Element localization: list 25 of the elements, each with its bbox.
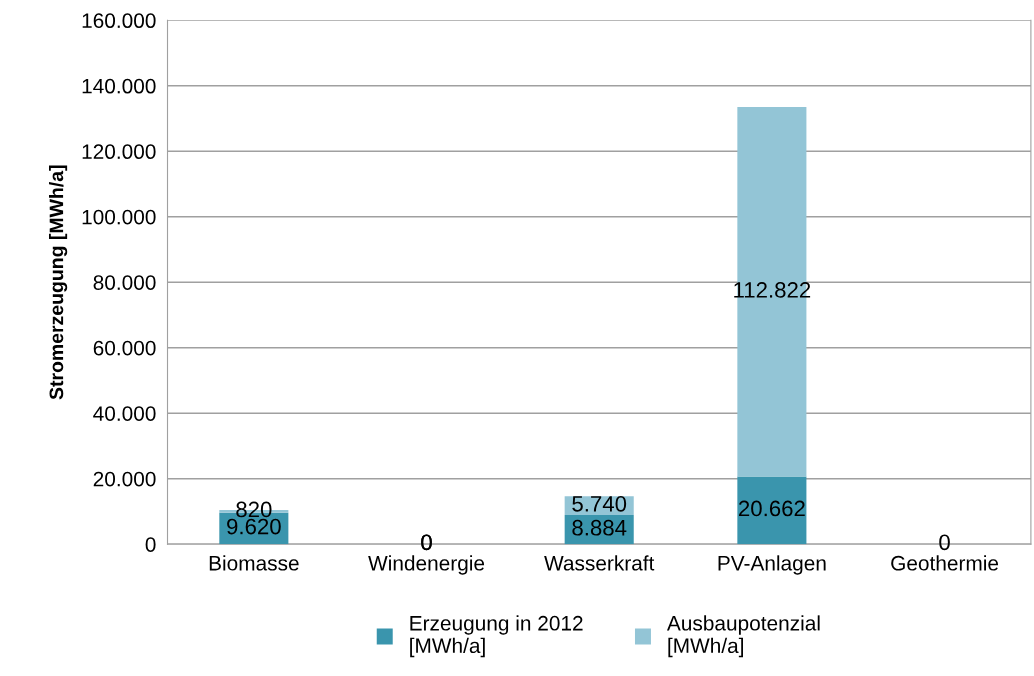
bar (737, 476, 807, 545)
legend-label: Erzeugung in 2012 [MWh/a] (410, 615, 583, 658)
y-tick-label: 120.000 (82, 144, 156, 160)
y-tick-label: 60.000 (93, 340, 156, 356)
y-axis-title: Stromerzeugung [MWh/a] (49, 165, 68, 400)
data-label: 20.662 (739, 500, 805, 517)
x-tick-label: Biomasse (209, 555, 299, 571)
y-tick-label: 0 (145, 537, 156, 552)
y-tick-label: 20.000 (93, 471, 156, 487)
data-label: 0 (939, 534, 950, 551)
y-tick-label: 140.000 (82, 78, 156, 94)
y-tick-label: 80.000 (93, 275, 156, 290)
x-tick-label: Wasserkraft (544, 555, 655, 571)
y-tick-label: 40.000 (93, 406, 156, 421)
x-tick-label: Windenergie (368, 555, 485, 575)
y-tick-label: 100.000 (82, 209, 156, 225)
y-tick-label: 160.000 (82, 13, 156, 29)
legend-label: Ausbaupotenzial [MWh/a] (666, 615, 820, 658)
data-label: 112.822 (734, 282, 811, 298)
data-label: 9.620 (227, 518, 281, 535)
data-label: 8.884 (572, 519, 627, 536)
x-tick-label: PV-Anlagen (718, 555, 826, 575)
x-tick-label: Geothermie (891, 555, 999, 571)
data-label: 0 (421, 534, 432, 551)
data-label: 5.740 (572, 495, 627, 512)
